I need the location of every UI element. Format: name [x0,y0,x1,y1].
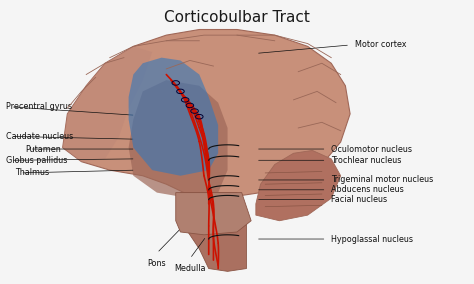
Text: Trigeminal motor nucleus: Trigeminal motor nucleus [331,176,434,185]
Text: Facial nucleus: Facial nucleus [331,195,387,204]
Polygon shape [63,30,350,198]
Text: Trochlear nucleus: Trochlear nucleus [331,156,401,165]
Polygon shape [256,151,341,221]
Text: Corticobulbar Tract: Corticobulbar Tract [164,10,310,25]
Text: Putamen: Putamen [25,145,61,154]
Text: Thalmus: Thalmus [16,168,50,178]
Polygon shape [181,193,246,272]
Text: Oculomotor nucleus: Oculomotor nucleus [331,145,412,154]
Text: Globus pallidus: Globus pallidus [6,156,67,165]
Text: Motor cortex: Motor cortex [355,41,406,49]
Text: Abducens nucleus: Abducens nucleus [331,185,404,194]
Polygon shape [176,193,251,235]
Polygon shape [128,80,228,198]
Text: Medulla: Medulla [174,264,206,273]
Polygon shape [128,58,218,176]
Text: Hypoglassal nucleus: Hypoglassal nucleus [331,235,413,243]
Polygon shape [63,46,152,162]
Text: Caudate nucleus: Caudate nucleus [6,132,73,141]
Text: Precentral gyrus: Precentral gyrus [6,102,72,111]
Text: Pons: Pons [147,259,166,268]
